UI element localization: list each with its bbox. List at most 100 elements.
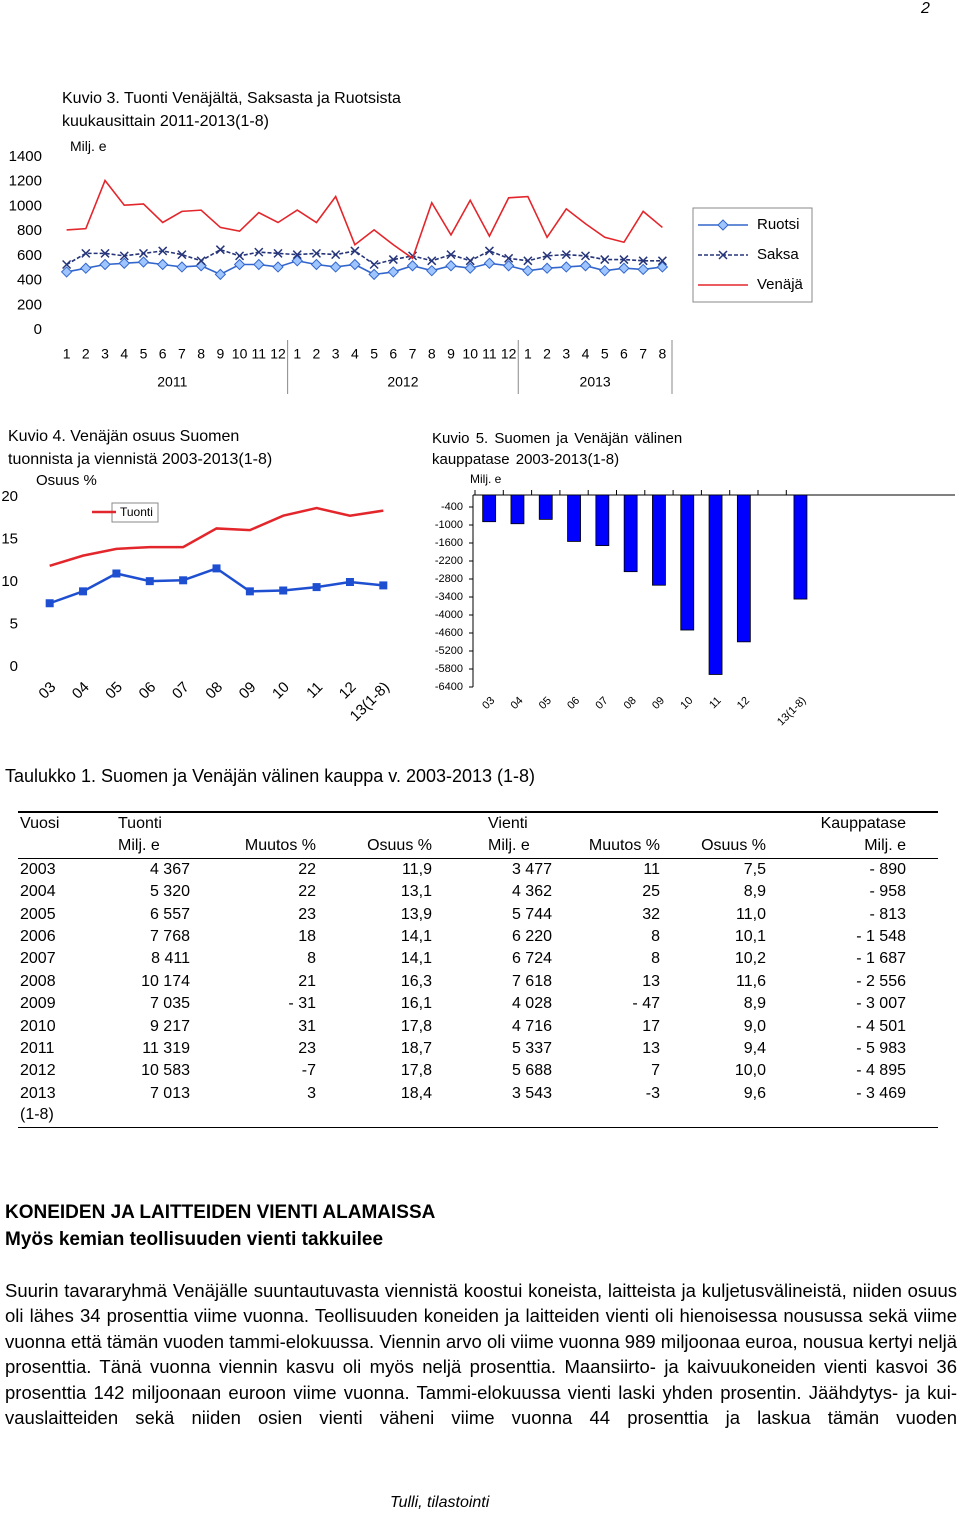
marker	[426, 264, 438, 277]
table-cell: 2009	[20, 995, 56, 1013]
table-cell: Muutos %	[554, 835, 662, 859]
table-cell: 2008	[20, 972, 56, 990]
table-cell: 2004	[20, 883, 56, 901]
x-tick-label: 2	[313, 346, 321, 362]
marker	[599, 264, 611, 277]
data-table: Vuosi Tuonti Vienti Kauppatase Milj. e Muutos…	[18, 813, 938, 1128]
x-tick-label: 06	[136, 679, 160, 703]
table-cell: 7	[651, 1062, 660, 1080]
table-cell: -3	[554, 1082, 662, 1128]
marker	[638, 256, 648, 266]
table-cell: 11 319	[142, 1039, 190, 1057]
marker	[235, 251, 245, 261]
table-row: 2006 7 768 18 14,1 6 220 8 10,1 - 1 548	[18, 926, 938, 948]
table-row: 2010 9 217 31 17,8 4 716 17 9,0 - 4 501	[18, 1016, 938, 1038]
marker	[618, 262, 630, 274]
x-tick-label: 12	[336, 679, 360, 703]
x-tick-label: 04	[69, 679, 93, 703]
marker	[388, 255, 398, 265]
table-cell: - 5 983	[856, 1039, 906, 1057]
bar	[538, 494, 553, 520]
marker	[446, 250, 456, 260]
marker	[311, 248, 321, 258]
table-cell	[908, 881, 938, 903]
y-axis-label: Osuus %	[36, 472, 97, 489]
series-line	[66, 248, 663, 266]
marker	[350, 246, 360, 256]
marker	[158, 246, 168, 256]
marker	[600, 255, 610, 265]
bar	[708, 494, 723, 675]
table-cell: 13	[642, 1039, 660, 1057]
table-cell: 11,9	[402, 860, 432, 878]
table-cell: 3 477	[511, 860, 552, 878]
x-tick-label: 08	[202, 679, 226, 703]
table-cell: Vienti	[488, 815, 528, 832]
series-line	[66, 259, 663, 276]
marker	[279, 586, 288, 595]
table-cell: 10 583	[141, 1062, 190, 1080]
y-tick-label: -4600	[435, 627, 463, 639]
table-cell	[908, 926, 938, 948]
table-cell: 7 618	[511, 972, 552, 990]
table-cell: 11,0	[736, 905, 766, 923]
table-row: 2007 8 411 8 14,1 6 724 8 10,2 - 1 687	[18, 948, 938, 970]
marker	[657, 256, 667, 266]
table-cell: - 1 687	[856, 950, 906, 968]
table-cell: 22	[298, 883, 316, 901]
y-tick-label: 10	[1, 573, 18, 590]
table-cell	[908, 1060, 938, 1082]
table-cell: Tuonti	[118, 815, 162, 832]
bar	[567, 494, 581, 542]
table-cell: 22	[298, 860, 316, 878]
x-tick-label: 11	[482, 346, 497, 362]
y-tick-label: 15	[1, 530, 18, 547]
x-tick-label: 03	[35, 679, 59, 703]
table-cell: 18,4	[318, 1082, 434, 1128]
y-tick-label: -4000	[435, 609, 463, 621]
table-cell: 31	[298, 1017, 316, 1035]
chart-title: Kuvio 5. Suomen ja Venäjän välinen kaupp…	[432, 430, 683, 468]
y-tick-label: 0	[10, 658, 18, 675]
marker	[464, 262, 476, 274]
table-cell: 14,1	[400, 950, 432, 968]
y-tick-label: 1000	[9, 197, 42, 214]
table-cell	[908, 1082, 938, 1128]
table-cell	[554, 813, 662, 835]
table-cell: 8	[307, 950, 316, 968]
table-cell: Muutos %	[192, 835, 318, 859]
page-number: 2	[921, 0, 930, 17]
table-cell	[908, 993, 938, 1015]
table-cell: 21	[298, 972, 316, 990]
x-tick-label: 6	[620, 346, 628, 362]
table-cell: 9,0	[743, 1017, 766, 1035]
table-row: 2004 5 320 22 13,1 4 362 25 8,9 - 958	[18, 881, 938, 903]
table-row: 2008 10 174 21 16,3 7 618 13 11,6 - 2 556	[18, 971, 938, 993]
table-cell: 6 724	[511, 950, 552, 968]
marker	[176, 261, 188, 273]
table-cell	[908, 948, 938, 970]
series-line	[66, 178, 663, 260]
table-cell: 18,7	[400, 1039, 432, 1057]
x-tick-label: 13(1-8)	[775, 695, 809, 729]
table-cell: Milj. e	[116, 835, 192, 859]
x-tick-label: 05	[102, 679, 126, 703]
table-cell	[908, 858, 938, 881]
table-cell: 4 028	[511, 995, 552, 1013]
table-cell: 2003	[20, 860, 56, 878]
y-tick-label: 400	[17, 272, 42, 289]
y-tick-label: -1600	[435, 537, 463, 549]
marker	[637, 263, 649, 276]
marker	[137, 256, 150, 268]
bar	[793, 494, 808, 600]
table-row: 2003 4 367 22 11,9 3 477 11 7,5 - 890	[18, 858, 938, 881]
x-tick-label: 11	[707, 695, 724, 712]
marker	[215, 245, 225, 255]
table-cell: - 31	[288, 995, 316, 1013]
table-cell: 25	[642, 883, 660, 901]
marker	[60, 266, 73, 278]
table-cell: 8,9	[743, 995, 766, 1013]
marker	[502, 260, 515, 272]
header-row: Vuosi Tuonti Vienti Kauppatase	[18, 813, 938, 835]
marker	[408, 251, 418, 261]
